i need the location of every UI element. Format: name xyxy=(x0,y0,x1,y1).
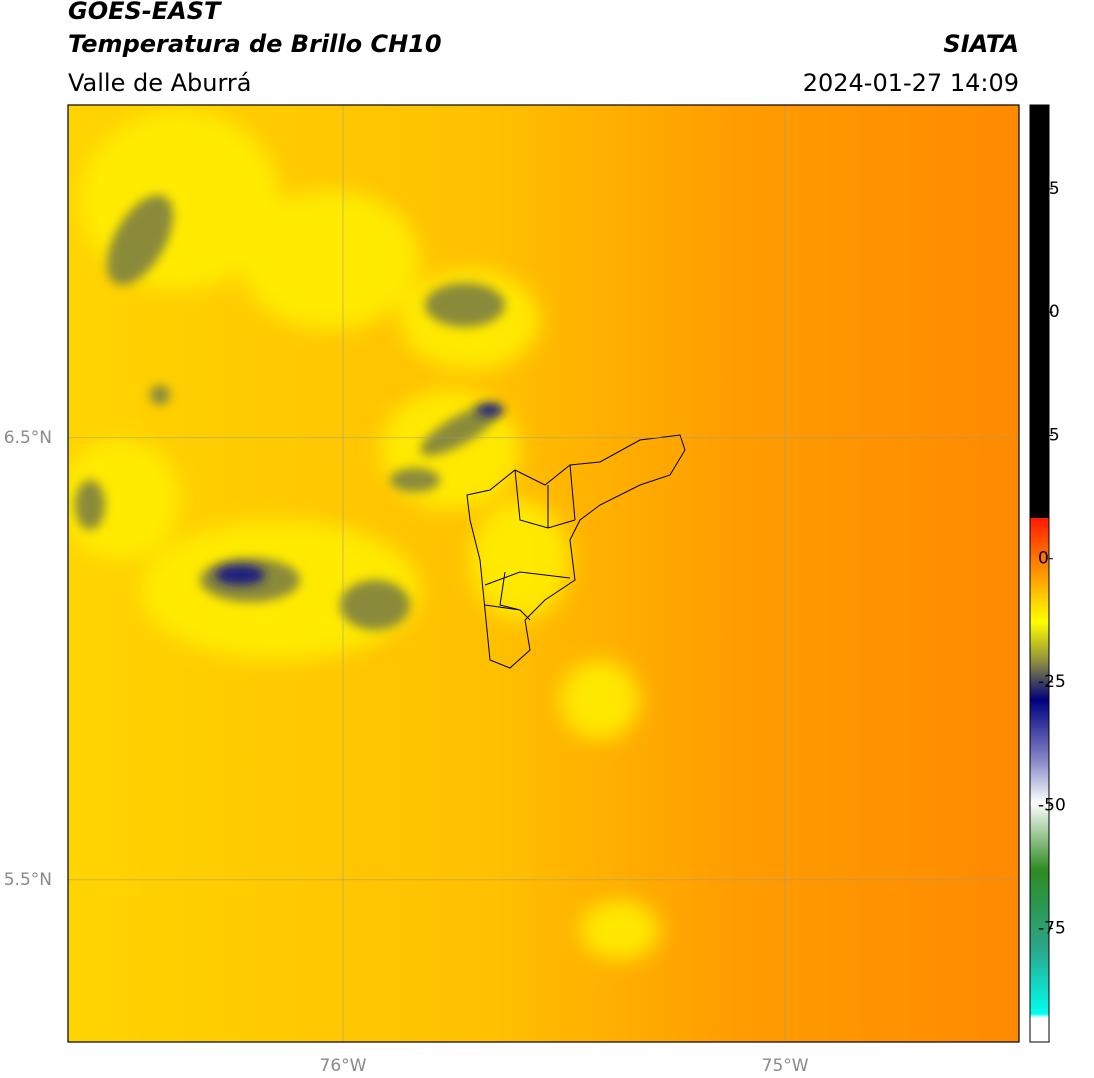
coldest-areas xyxy=(215,404,504,585)
lat-label: 6.5°N xyxy=(4,428,52,448)
colorbar-tick-label: -50 xyxy=(1038,795,1066,815)
colorbar-tick-label: 50 xyxy=(1038,302,1060,322)
lon-label: 75°W xyxy=(762,1056,809,1076)
colorbar xyxy=(1029,104,1050,1043)
product: GOES-EAST xyxy=(68,0,222,25)
graticule xyxy=(68,105,1019,1042)
datetime: 2024-01-27 14:09 xyxy=(803,69,1019,97)
colorbar-tick-label: 0 xyxy=(1038,549,1049,569)
title: Temperatura de Brillo CH10 xyxy=(68,30,442,58)
colorbar-tick-label: -75 xyxy=(1038,919,1066,939)
lon-label: 76°W xyxy=(320,1056,367,1076)
map-frame xyxy=(67,104,1020,1043)
lat-label: 5.5°N xyxy=(4,870,52,890)
colorbar-tick-label: -25 xyxy=(1038,672,1066,692)
region: Valle de Aburrá xyxy=(68,69,252,97)
colorbar-tick-label: 75 xyxy=(1038,179,1060,199)
colorbar-tick-label: 25 xyxy=(1038,425,1060,445)
warm-cloud-areas xyxy=(68,110,660,960)
imagery xyxy=(68,105,1019,1042)
source: SIATA xyxy=(943,30,1019,58)
municipal-boundaries xyxy=(466,434,686,669)
